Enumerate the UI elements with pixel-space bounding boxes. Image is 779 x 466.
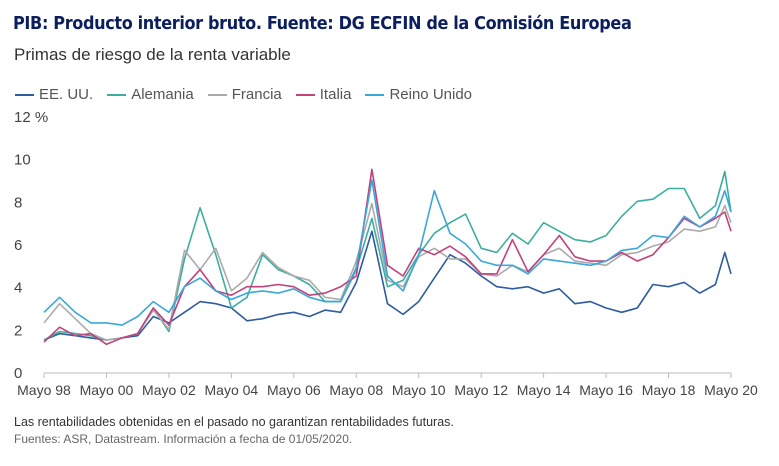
legend-swatch <box>295 93 315 96</box>
legend-item-francia: Francia <box>207 86 282 103</box>
legend-swatch <box>15 93 34 96</box>
sources-note: Fuentes: ASR, Datastream. Información a … <box>14 432 353 446</box>
legend-item-alemania: Alemania <box>107 86 194 103</box>
x-tick-label: Mayo 12 <box>454 382 508 398</box>
legend-label: Francia <box>231 86 282 103</box>
series-line-reino-unido <box>43 179 732 326</box>
x-tick-label: Mayo 00 <box>80 382 134 398</box>
legend-label: EE. UU. <box>39 86 94 103</box>
x-tick-label: Mayo 06 <box>267 382 321 398</box>
x-tick-label: Mayo 10 <box>392 382 446 398</box>
y-tick-label: 2 <box>14 322 22 339</box>
disclaimer-note: Las rentabilidades obtenidas en el pasad… <box>14 415 454 429</box>
x-tick-label: Mayo 20 <box>704 382 758 398</box>
legend-swatch <box>207 93 227 96</box>
x-tick-label: Mayo 08 <box>329 382 383 398</box>
series-line-italia <box>43 168 732 346</box>
legend-swatch <box>107 93 127 96</box>
page-title: PIB: Producto interior bruto. Fuente: DG… <box>13 14 632 34</box>
x-tick-label: Mayo 18 <box>642 382 696 398</box>
legend-label: Reino Unido <box>389 86 473 103</box>
y-tick-label: 6 <box>14 237 22 254</box>
y-tick-label: 4 <box>14 280 22 297</box>
x-tick-label: Mayo 16 <box>579 382 633 398</box>
y-tick-label: 10 <box>14 152 31 169</box>
x-tick-label: Mayo 14 <box>517 382 571 398</box>
chart-title: Primas de riesgo de la renta variable <box>14 45 291 64</box>
legend-swatch <box>365 93 385 96</box>
y-tick-label: 12 % <box>14 109 48 126</box>
y-tick-label: 8 <box>14 194 22 211</box>
x-tick-label: Mayo 04 <box>205 382 259 398</box>
legend-label: Italia <box>319 86 352 103</box>
x-tick-label: Mayo 02 <box>142 382 196 398</box>
x-tick-label: Mayo 98 <box>17 382 71 398</box>
chart-legend: EE. UU. Alemania Francia Italia Reino Un… <box>15 86 472 103</box>
y-tick-label: 0 <box>14 365 22 382</box>
legend-item-italia: Italia <box>295 86 352 103</box>
legend-item-reino-unido: Reino Unido <box>365 86 472 103</box>
legend-item-eeuu: EE. UU. <box>15 86 93 103</box>
legend-label: Alemania <box>131 86 194 103</box>
